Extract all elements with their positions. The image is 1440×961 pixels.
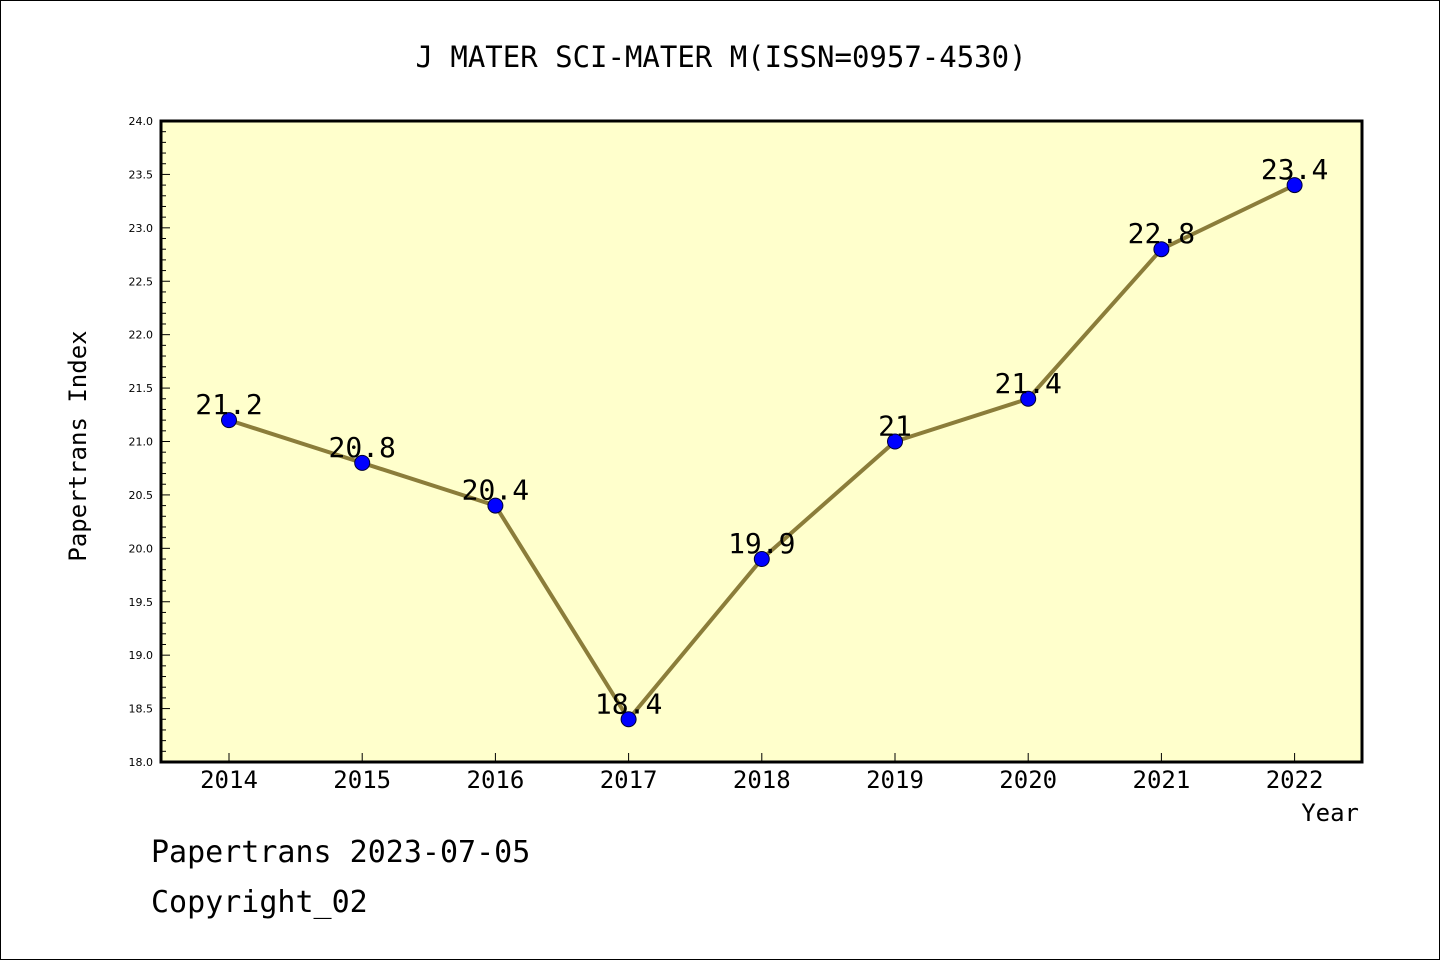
x-tick-label: 2017	[600, 766, 658, 794]
y-tick-label: 20.0	[129, 542, 154, 555]
data-label: 23.4	[1261, 153, 1328, 186]
data-label: 21	[878, 410, 912, 443]
y-axis: 18.0 18.5 19.0 19.5 20.0 20.5 21.0 21.5 22.0 22.5…	[129, 115, 170, 769]
data-label: 19.9	[728, 527, 795, 560]
data-point	[487, 497, 504, 514]
x-tick-label: 2019	[866, 766, 924, 794]
data-label: 21.2	[195, 388, 262, 421]
x-tick-label: 2020	[999, 766, 1057, 794]
data-label: 20.4	[462, 474, 529, 507]
chart-title: J MATER SCI-MATER M(ISSN=0957-4530)	[415, 40, 1026, 74]
plot-area	[159, 119, 1364, 764]
y-tick-label: 23.0	[129, 222, 154, 235]
data-point	[354, 454, 371, 471]
data-point	[887, 433, 903, 450]
data-label: 21.4	[994, 367, 1061, 400]
y-tick-label: 21.5	[129, 382, 154, 395]
data-labels: 21.2 20.8 20.4 18.4 19.9 21 21.4 22.8 23.4	[195, 153, 1328, 720]
series	[221, 177, 1303, 728]
x-tick-label: 2016	[467, 766, 525, 794]
y-tick-label: 18.5	[129, 703, 154, 716]
y-tick-label: 19.5	[129, 596, 154, 609]
footer-stamp: Papertrans 2023-07-05	[151, 835, 531, 870]
data-point	[1020, 390, 1037, 407]
x-tick-label: 2021	[1133, 766, 1191, 794]
y-tick-label: 24.0	[129, 115, 154, 128]
data-point	[221, 412, 237, 429]
y-tick-label: 21.0	[129, 436, 154, 449]
y-tick-label: 23.5	[129, 168, 154, 181]
y-tick-label: 19.0	[129, 649, 154, 662]
data-point	[753, 551, 770, 568]
data-point	[1286, 177, 1303, 194]
data-point	[620, 711, 637, 728]
y-tick-label: 20.5	[129, 489, 154, 502]
y-axis-label: Papertrans Index	[64, 330, 92, 561]
x-axis-label: Year	[1301, 799, 1359, 827]
data-label: 20.8	[328, 431, 395, 464]
data-label: 18.4	[595, 687, 662, 720]
footer-copyright: Copyright_02	[151, 885, 368, 920]
x-axis: 2014 2015 2016 2017 2018 2019 2020 2021 2022	[200, 753, 1323, 794]
data-point	[1153, 241, 1170, 258]
x-tick-label: 2022	[1266, 766, 1324, 794]
y-tick-label: 18.0	[129, 756, 154, 769]
y-tick-label: 22.5	[129, 275, 154, 288]
x-tick-label: 2014	[200, 766, 258, 794]
x-tick-label: 2018	[733, 766, 791, 794]
data-label: 22.8	[1128, 217, 1195, 250]
x-tick-label: 2015	[333, 766, 391, 794]
y-tick-label: 22.0	[129, 329, 154, 342]
